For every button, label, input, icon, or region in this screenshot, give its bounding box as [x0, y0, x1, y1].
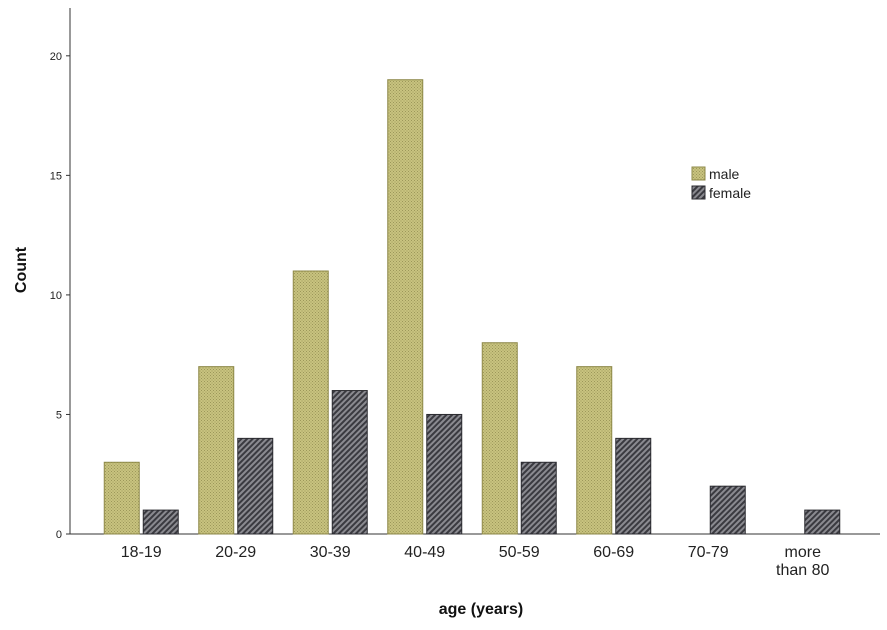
y-tick-label: 0: [56, 529, 62, 541]
legend-label-male: male: [709, 166, 740, 182]
y-tick-label: 5: [56, 409, 62, 421]
x-tick-label: 40-49: [404, 544, 445, 561]
y-axis-title: Count: [13, 246, 30, 293]
bars-group: [103, 79, 841, 535]
y-axis: 0 5 10 15 20: [50, 8, 71, 541]
bar-male-40-49: [387, 79, 424, 535]
x-tick-label: 70-79: [688, 544, 729, 561]
x-tick-label: 30-39: [310, 544, 351, 561]
bar-female-18-19: [142, 509, 179, 535]
bar-male-50-59: [481, 342, 518, 535]
bar-male-30-39: [292, 270, 329, 535]
bar-female-20-29: [237, 437, 274, 535]
x-tick-label: 50-59: [499, 544, 540, 561]
x-tick-label: 20-29: [215, 544, 256, 561]
bar-male-60-69: [576, 366, 613, 535]
bar-female-70-79: [709, 485, 746, 535]
bar-female-60-69: [615, 437, 652, 535]
bar-female-more-than-80: [804, 509, 841, 535]
bar-female-40-49: [426, 413, 463, 535]
bar-male-20-29: [198, 366, 235, 535]
y-tick-label: 15: [50, 170, 62, 182]
x-tick-label: more than 80: [776, 544, 829, 579]
x-axis-title: age (years): [439, 601, 524, 618]
legend-label-female: female: [709, 185, 751, 201]
y-tick-label: 10: [50, 290, 62, 302]
bar-female-50-59: [520, 461, 557, 535]
x-tick-label: 60-69: [593, 544, 634, 561]
x-axis: 18-19 20-29 30-39 40-49 50-59 60-69 70-79 more t…: [70, 533, 880, 579]
y-tick-label: 20: [50, 51, 62, 63]
legend: male female: [691, 166, 751, 201]
legend-swatch-male: [691, 166, 706, 181]
bar-male-18-19: [103, 461, 140, 535]
legend-swatch-female: [691, 185, 706, 200]
bar-female-30-39: [331, 390, 368, 535]
x-tick-label: 18-19: [121, 544, 162, 561]
